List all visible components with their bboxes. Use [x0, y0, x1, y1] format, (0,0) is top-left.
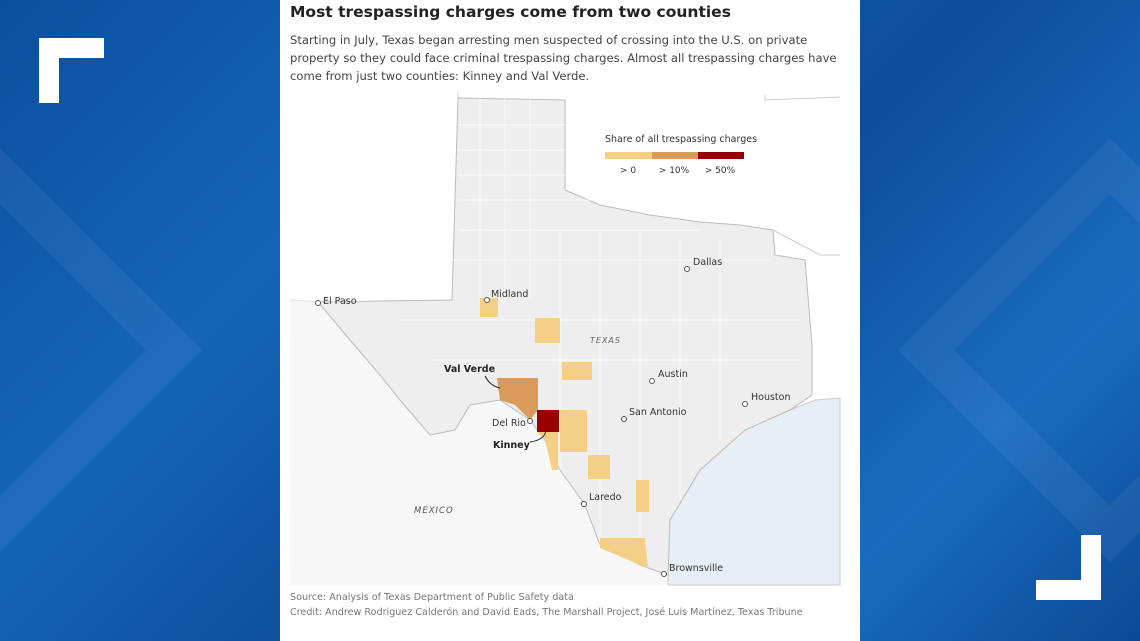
legend-swatch-1: [652, 152, 698, 159]
city-label-houston: Houston: [751, 392, 790, 403]
county-midland-area: [480, 298, 498, 317]
county-central-west: [535, 318, 560, 343]
counties-colored: [480, 298, 649, 568]
neighbor-land: [290, 300, 668, 585]
city-label-del-rio: Del Rio: [492, 418, 526, 429]
county-zavala: [560, 432, 587, 452]
county-edwards-area: [562, 362, 592, 380]
graphic-description: Starting in July, Texas began arresting …: [290, 33, 837, 83]
city-label-laredo: Laredo: [589, 492, 622, 503]
city-label-dallas: Dallas: [693, 257, 722, 268]
legend: Share of all trespassing charges > 0 > 1…: [605, 134, 757, 176]
legend-label-2: > 50%: [705, 166, 736, 176]
city-label-san-antonio: San Antonio: [629, 407, 687, 418]
texas-map: Share of all trespassing charges > 0 > 1…: [289, 92, 841, 586]
graphic-card: Most trespassing charges come from two c…: [280, 0, 860, 641]
county-uvalde: [560, 410, 587, 432]
county-label-val-verde: Val Verde: [444, 364, 495, 375]
city-label-austin: Austin: [658, 369, 688, 380]
county-maverick: [537, 432, 558, 470]
county-kinney: [537, 410, 559, 432]
city-label-midland: Midland: [491, 289, 528, 300]
source-note: Source: Analysis of Texas Department of …: [290, 592, 574, 603]
county-val-verde: [497, 378, 538, 420]
legend-title: Share of all trespassing charges: [605, 134, 757, 145]
background-chevron: [0, 137, 203, 563]
annotation-arrow-kinney: [529, 429, 547, 443]
county-label-kinney: Kinney: [493, 440, 531, 451]
county-brooks-area: [636, 480, 649, 512]
city-markers: [315, 266, 748, 577]
legend-label-1: > 10%: [659, 166, 690, 176]
country-label-mexico: MEXICO: [414, 506, 454, 516]
legend-label-0: > 0: [620, 166, 636, 176]
city-label-el-paso: El Paso: [323, 296, 357, 307]
region-label-texas: TEXAS: [590, 336, 621, 345]
county-starr-hidalgo: [600, 538, 648, 568]
background-chevron: [897, 137, 1140, 563]
county-grid: [400, 98, 800, 560]
county-dimmit-area: [588, 455, 610, 479]
graphic-title: Most trespassing charges come from two c…: [290, 3, 731, 21]
legend-swatch-2: [698, 152, 744, 159]
credit-note: Credit: Andrew Rodriguez Calderón and Da…: [290, 607, 803, 618]
neighbor-states: [289, 92, 841, 303]
legend-swatch-0: [605, 152, 652, 159]
city-label-brownsville: Brownsville: [669, 563, 723, 574]
texas-outline: [316, 97, 813, 576]
annotation-arrow-val-verde: [484, 375, 501, 389]
